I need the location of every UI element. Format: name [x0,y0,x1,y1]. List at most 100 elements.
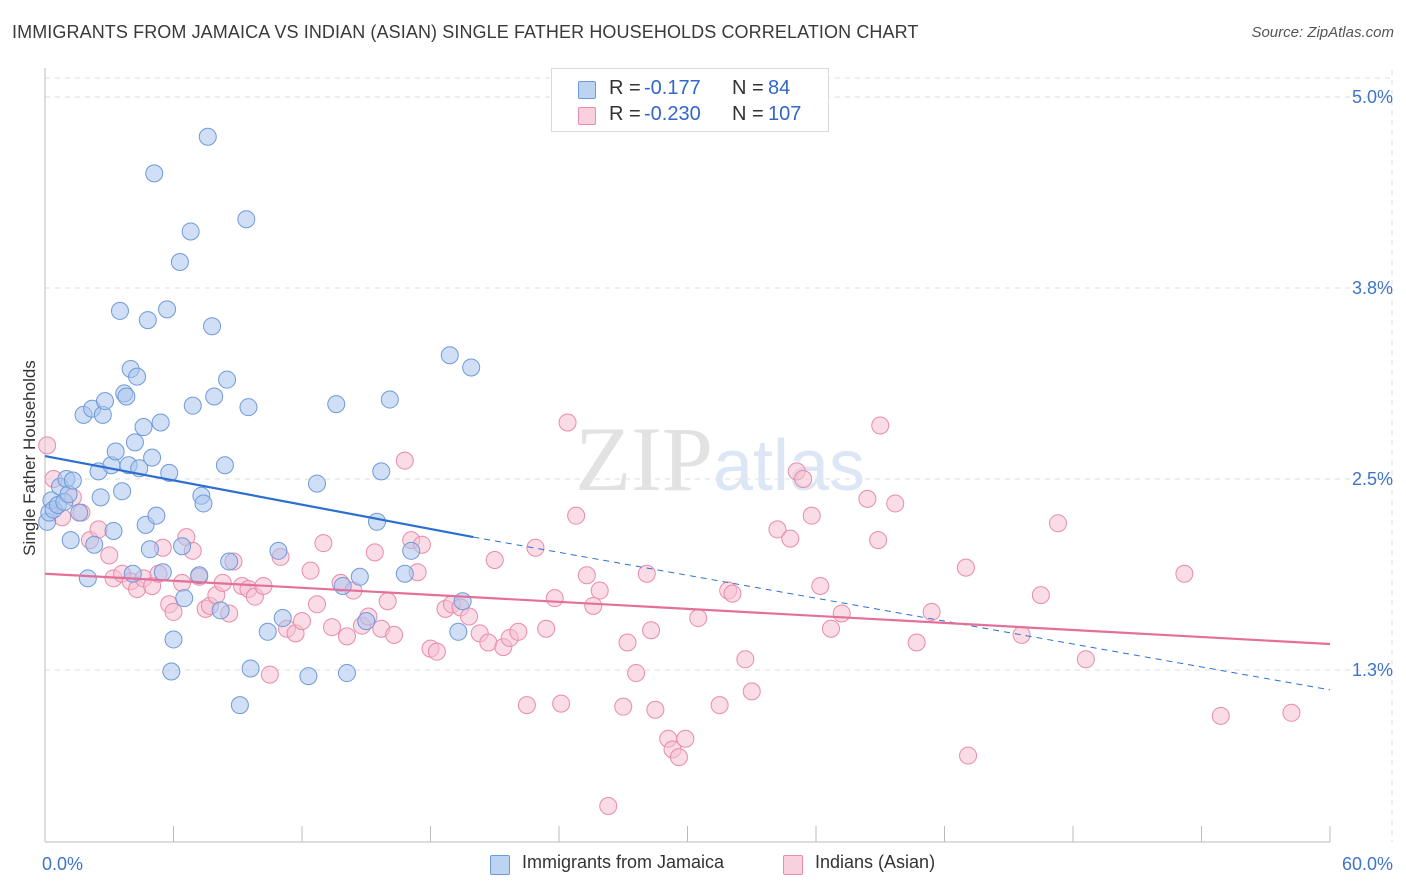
legend-r-value: -0.177 [644,77,701,99]
jamaica-point [170,253,189,272]
indians-asian-point [742,682,761,701]
indians-asian-point [832,604,851,623]
indians-asian-point [1282,703,1301,722]
indians-asian-point [869,531,888,550]
indians-asian-point [794,470,813,488]
indians-asian-point [293,612,311,631]
indians-asian-point [526,538,545,557]
legend-n-label: N = [732,103,764,125]
indians-asian-point [545,589,564,608]
indians-asian-point [956,558,975,577]
indians-asian-point [959,746,978,765]
indians-asian-point [637,564,656,583]
tick-labels: 1.3% 2.5% 3.8% 5.0% 0.0% 60.0% [42,87,1393,874]
jamaica-point [143,448,162,467]
indians-asian-point [768,520,787,539]
watermark-atlas: atlas [713,426,865,506]
jamaica-point [203,317,222,336]
indians-asian-point [38,436,57,455]
jamaica-point [269,541,288,560]
jamaica-trend-line [44,454,474,539]
x-tick-label: 0.0% [42,854,83,874]
indians-asian-point [599,796,618,815]
chart-title: IMMIGRANTS FROM JAMAICA VS INDIAN (ASIAN… [12,22,919,42]
watermark: ZIPatlas [575,408,865,510]
jamaica-point [194,494,213,513]
jamaica-point [85,535,104,554]
indians-asian-point [871,416,890,435]
indians-asian-point [577,566,596,585]
jamaica-point [380,390,399,409]
jamaica-point [241,659,260,678]
indians-asian-point [614,697,633,716]
indians-asian-point [173,573,192,592]
jamaica-point [175,589,194,608]
indians-asian-point [314,534,333,553]
indians-asian-point [365,543,384,562]
watermark-zip: ZIP [575,408,713,510]
indians-asian-point [821,619,840,638]
y-axis-label: Single Father Households [20,360,39,556]
jamaica-point [104,521,123,540]
jamaica-point [110,301,129,320]
indians-asian-point [689,609,708,628]
jamaica-point [138,311,157,330]
jamaica-point [140,540,159,559]
indians-trend-line [44,572,1331,646]
y-tick-label: 5.0% [1352,87,1393,107]
jamaica-point [151,413,170,432]
jamaica-point [230,696,249,715]
jamaica-point [113,482,132,501]
indians-asian-point [781,529,800,548]
indians-asian-point [710,696,729,715]
x-tick-label: 60.0% [1342,854,1393,874]
jamaica-point [211,601,230,620]
indians-asian-point [89,520,108,539]
indians-asian-point [509,622,528,641]
jamaica-point [449,622,468,641]
indians-asian-point [676,729,695,748]
bottom-legend-label: Immigrants from Jamaica [522,852,725,872]
correlation-legend: R = -0.177 N = 84 R = -0.230 N = 107 [551,68,829,132]
jamaica-point [158,300,177,319]
legend-row-jamaica: R = -0.177 N = 84 [552,75,828,103]
jamaica-point [220,552,239,571]
indians-asian-point [427,642,446,661]
jamaica-point [145,164,164,183]
indians-asian-point [164,602,183,621]
indians-asian-point [567,506,586,525]
indians-asian-point [552,694,571,713]
indians-asian-point [922,602,941,621]
jamaica-point [78,569,97,588]
jamaica-point [258,622,277,641]
jamaica-point [183,396,202,415]
jamaica-point [63,471,82,490]
indians-asian-point [642,621,661,640]
jamaica-points [38,127,481,715]
jamaica-point [337,664,356,683]
indians-asian-point [517,696,536,715]
jamaica-point [198,127,217,146]
jamaica-point [106,442,125,461]
legend-r-value: -0.230 [644,103,701,125]
indians-asian-point [322,618,341,637]
jamaica-point [372,462,391,481]
legend-swatch-blue [578,81,596,99]
legend-row-indians: R = -0.230 N = 107 [552,101,828,129]
indians-asian-point [811,576,830,595]
indians-asian-point [537,619,556,638]
indians-asian-point [802,506,821,525]
indians-asian-point [627,664,646,683]
indians-asian-point [618,633,637,652]
legend-r-label: R = [609,103,641,125]
indians-asian-point [100,546,119,565]
jamaica-point [153,563,172,582]
y-tick-label: 1.3% [1352,660,1393,680]
indians-asian-point [378,592,397,611]
indians-asian-point [307,595,326,614]
jamaica-point [237,210,256,229]
jamaica-point [307,474,326,493]
indians-asian-point [669,748,688,767]
jamaica-point [91,488,110,507]
